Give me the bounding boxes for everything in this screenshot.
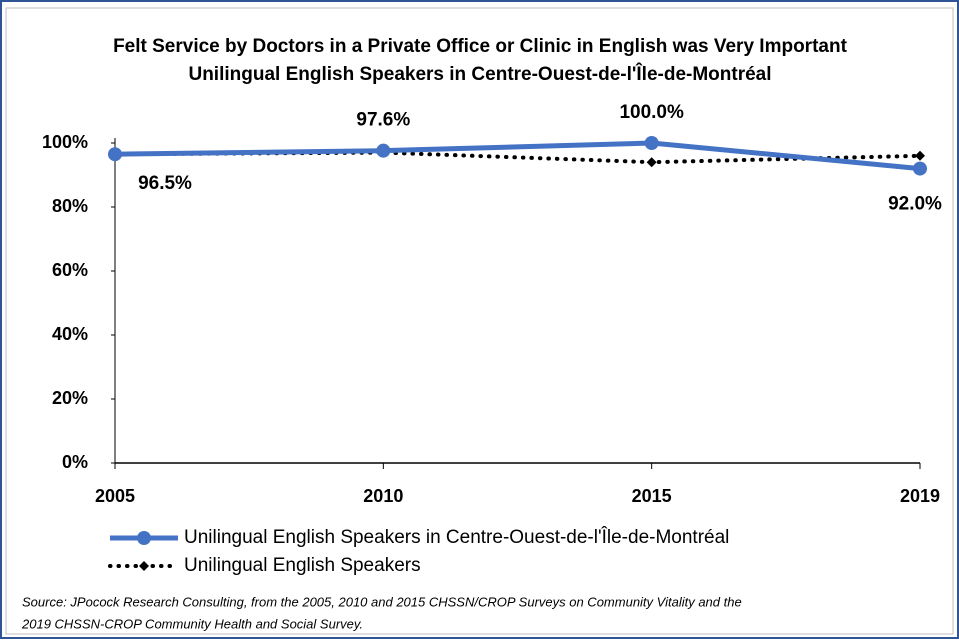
source-note: Source: JPocock Research Consulting, fro… (22, 594, 742, 609)
legend-label: Unilingual English Speakers in Centre-Ou… (184, 526, 729, 548)
x-tick-label: 2010 (363, 486, 403, 506)
point (644, 136, 659, 150)
data-label: 92.0% (888, 194, 942, 215)
legend-label: Unilingual English Speakers (184, 555, 421, 576)
chart-title: Felt Service by Doctors in a Private Off… (113, 36, 848, 57)
series-line (112, 140, 923, 172)
y-tick-label: 80% (52, 196, 88, 216)
point (646, 157, 657, 168)
y-tick-label: 0% (62, 452, 88, 472)
x-tick-label: 2015 (632, 486, 672, 506)
point (915, 150, 925, 161)
data-label: 97.6% (356, 110, 410, 131)
y-tick-label: 60% (52, 260, 88, 280)
y-tick-label: 20% (52, 388, 88, 408)
point (913, 161, 927, 176)
chart-border (5, 7, 954, 635)
y-tick-label: 100% (42, 132, 88, 152)
chart-subtitle: Unilingual English Speakers in Centre-Ou… (188, 63, 771, 85)
data-label: 100.0% (619, 102, 684, 123)
point (108, 147, 122, 162)
point (376, 143, 391, 158)
x-tick-label: 2019 (900, 486, 940, 506)
data-label: 96.5% (138, 173, 192, 194)
source-note: 2019 CHSSN-CROP Community Health and Soc… (21, 616, 363, 631)
legend-marker (137, 531, 151, 545)
x-tick-label: 2005 (95, 486, 135, 506)
legend-marker (139, 561, 149, 571)
y-tick-label: 40% (52, 324, 88, 344)
